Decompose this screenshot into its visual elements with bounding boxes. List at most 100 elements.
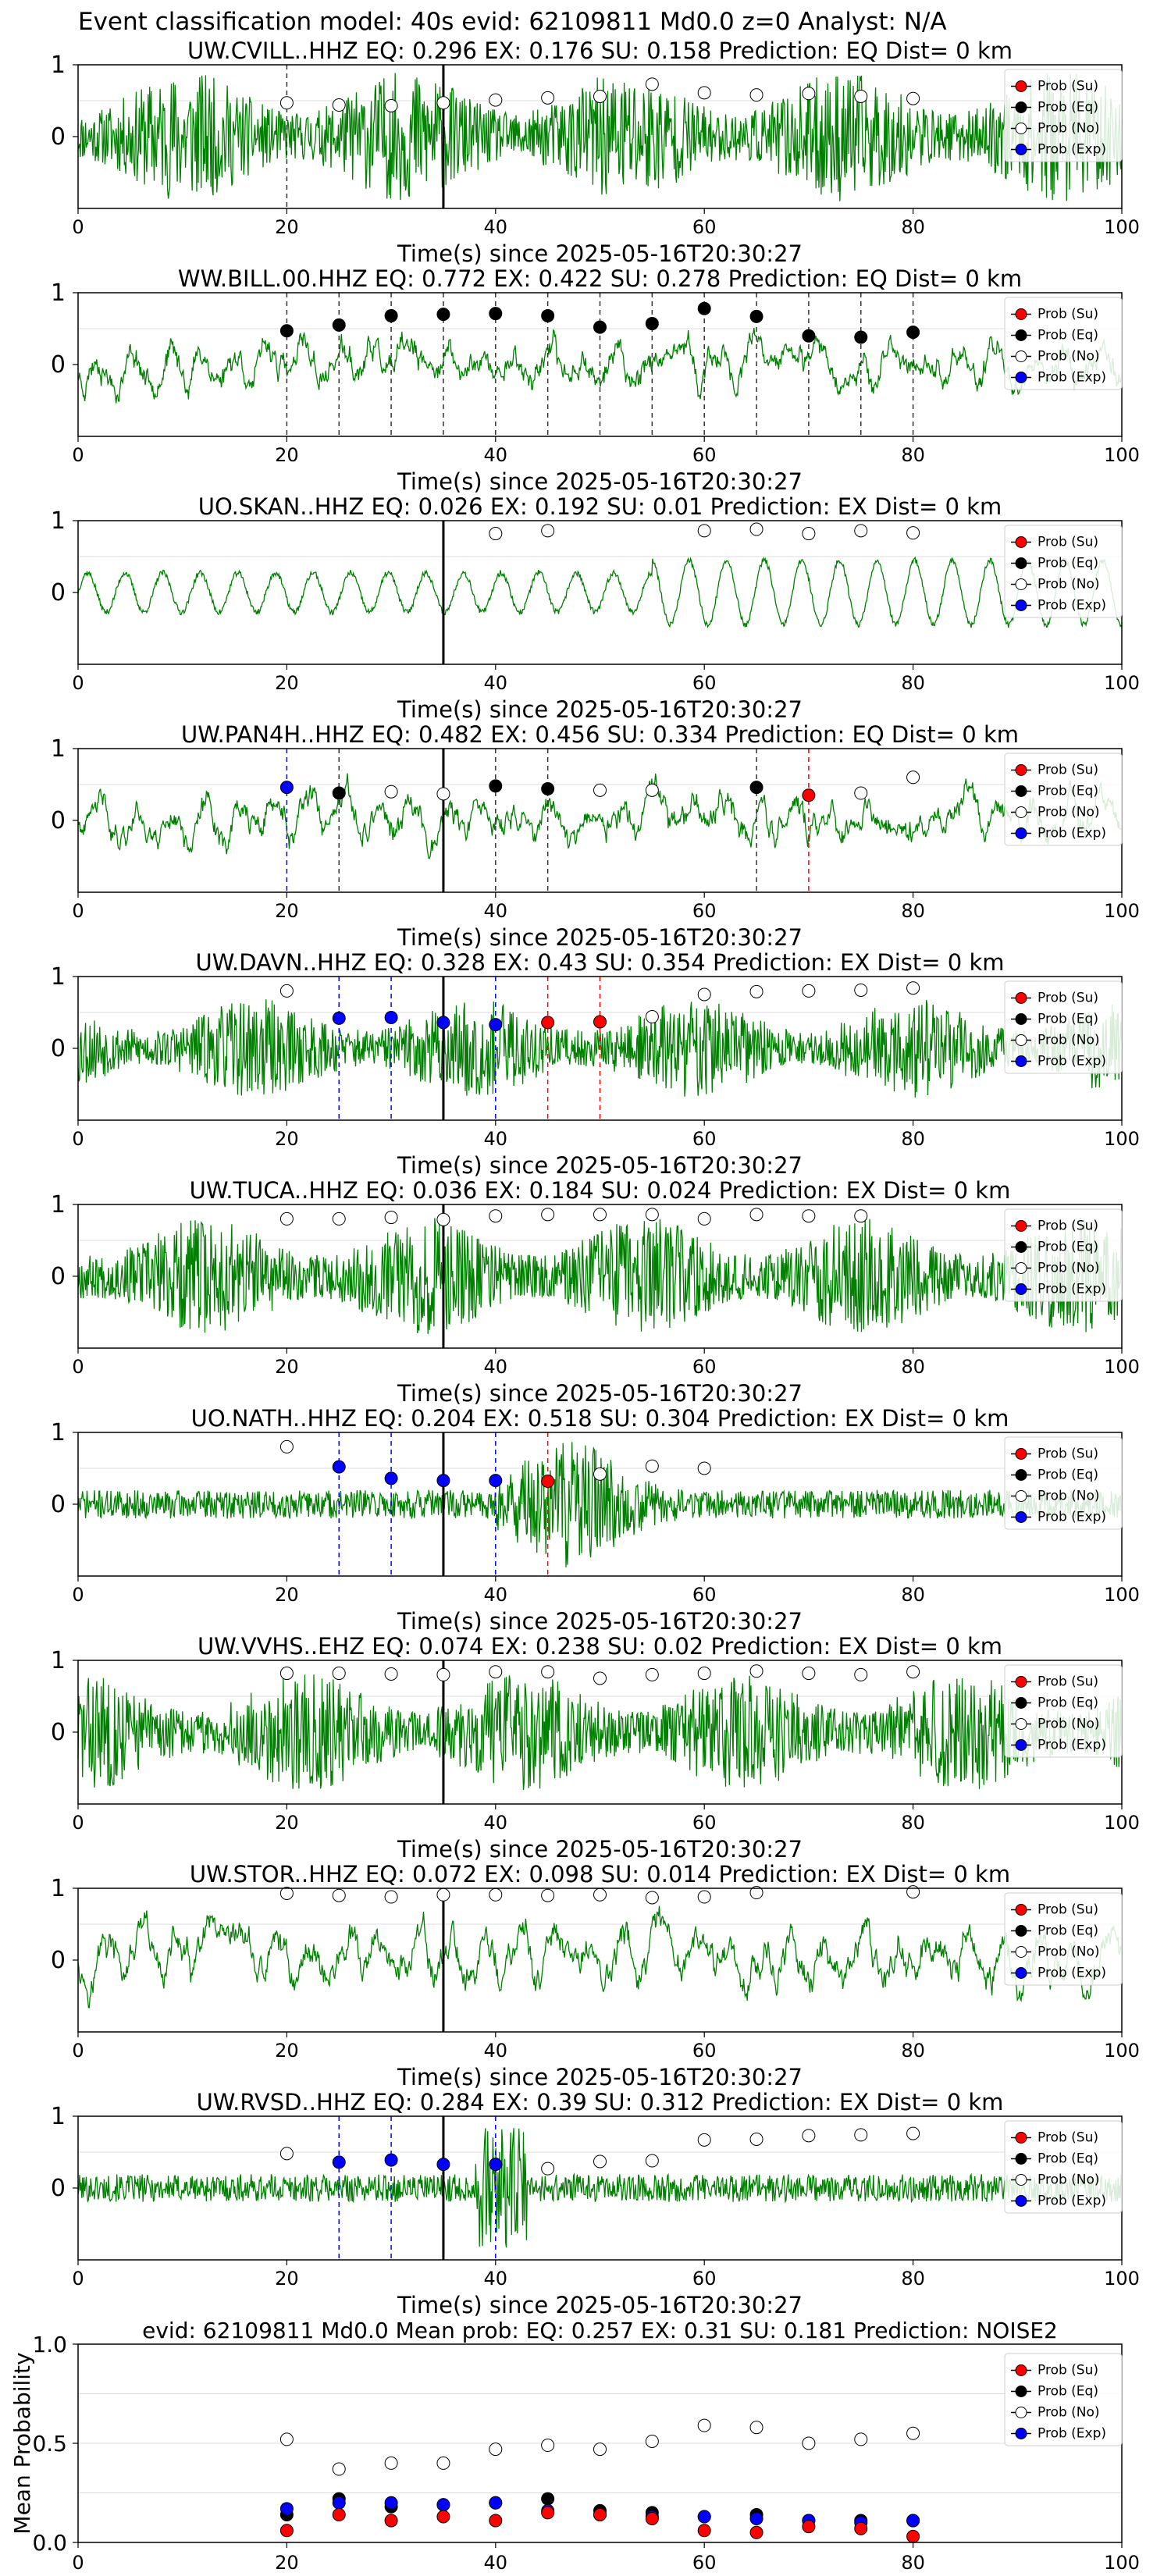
- legend-label: Prob (No): [1038, 2405, 1100, 2421]
- probability-point: [384, 2153, 398, 2167]
- station-panel: UW.CVILL..HHZ EQ: 0.296 EX: 0.176 SU: 0.…: [51, 37, 1140, 267]
- legend-marker: [1015, 2153, 1027, 2165]
- mean-point-exp: [906, 2514, 920, 2528]
- probability-point: [279, 1212, 294, 1226]
- legend-marker: [1015, 1904, 1027, 1916]
- probability-point: [854, 330, 868, 344]
- y-tick-label: 1: [51, 1191, 66, 1219]
- panel-title: UW.CVILL..HHZ EQ: 0.296 EX: 0.176 SU: 0.…: [187, 37, 1013, 64]
- x-tick-label: 100: [1104, 672, 1140, 694]
- legend-marker: [1015, 578, 1027, 590]
- probability-point: [854, 89, 868, 103]
- legend-label: Prob (Exp): [1038, 826, 1106, 841]
- legend-marker: [1015, 1034, 1027, 1046]
- mean-point-su: [384, 2514, 398, 2528]
- y-tick-label: 0.5: [32, 2431, 67, 2457]
- x-tick-label: 20: [275, 216, 299, 238]
- legend-label: Prob (Su): [1038, 307, 1098, 322]
- x-tick-label: 60: [692, 2552, 717, 2574]
- probability-point: [802, 984, 816, 998]
- probability-point: [436, 2158, 450, 2172]
- legend-marker: [1015, 557, 1027, 569]
- legend-label: Prob (Su): [1038, 1446, 1098, 1462]
- mean-point-no: [489, 2443, 503, 2457]
- y-tick-label: 1: [51, 1875, 66, 1902]
- waveform-trace: [77, 73, 1123, 201]
- legend-label: Prob (Eq): [1038, 1468, 1098, 1483]
- station-panel: UW.DAVN..HHZ EQ: 0.328 EX: 0.43 SU: 0.35…: [51, 949, 1140, 1179]
- probability-point: [489, 1888, 503, 1902]
- x-tick-label: 80: [901, 2268, 925, 2290]
- legend-label: Prob (Exp): [1038, 2426, 1106, 2442]
- x-tick-label: 80: [901, 1812, 925, 1834]
- probability-point: [279, 1667, 294, 1681]
- mean-point-no: [697, 2418, 711, 2432]
- legend-marker: [1015, 1511, 1027, 1523]
- probability-point: [906, 1885, 920, 1899]
- panel-title: UW.TUCA..HHZ EQ: 0.036 EX: 0.184 SU: 0.0…: [190, 1177, 1011, 1204]
- x-tick-label: 20: [275, 1584, 299, 1606]
- legend-label: Prob (No): [1038, 121, 1100, 137]
- x-tick-label: 100: [1104, 1584, 1140, 1606]
- x-tick-label: 40: [484, 1812, 508, 1834]
- station-panel: UO.NATH..HHZ EQ: 0.204 EX: 0.518 SU: 0.3…: [51, 1405, 1140, 1635]
- probability-point: [436, 787, 450, 801]
- mean-point-eq: [541, 2492, 555, 2506]
- probability-point: [279, 1439, 294, 1453]
- probability-point: [802, 788, 816, 802]
- probability-point: [332, 1011, 346, 1025]
- legend-label: Prob (No): [1038, 349, 1100, 365]
- x-tick-label: 40: [484, 1356, 508, 1378]
- x-tick-label: 40: [484, 216, 508, 238]
- waveform-trace: [77, 1442, 1123, 1567]
- station-panel: UO.SKAN..HHZ EQ: 0.026 EX: 0.192 SU: 0.0…: [51, 493, 1140, 723]
- x-tick-label: 20: [275, 1128, 299, 1150]
- legend-label: Prob (No): [1038, 577, 1100, 592]
- x-tick-label: 100: [1104, 444, 1140, 466]
- legend-marker: [1015, 1697, 1027, 1709]
- x-tick-label: 80: [901, 216, 925, 238]
- legend-label: Prob (Su): [1038, 1674, 1098, 1690]
- legend-label: Prob (Eq): [1038, 784, 1098, 799]
- legend-label: Prob (Exp): [1038, 1966, 1106, 1981]
- legend-box: [1004, 1892, 1123, 1986]
- probability-point: [645, 1891, 659, 1905]
- x-tick-label: 60: [692, 900, 717, 922]
- x-tick-label: 60: [692, 2268, 717, 2290]
- y-axis-label: Mean Probability: [9, 2352, 35, 2534]
- legend-marker: [1015, 101, 1027, 113]
- probability-point: [906, 1665, 920, 1679]
- probability-point: [906, 526, 920, 540]
- probability-point: [489, 1018, 503, 1032]
- waveform-trace: [77, 773, 1123, 859]
- x-tick-label: 40: [484, 672, 508, 694]
- probability-point: [645, 783, 659, 797]
- probability-point: [436, 1212, 450, 1226]
- probability-point: [593, 1671, 607, 1685]
- probability-point: [489, 2158, 503, 2172]
- legend-box: [1004, 1664, 1123, 1758]
- probability-point: [645, 1459, 659, 1473]
- probability-point: [279, 96, 294, 110]
- probability-point: [906, 770, 920, 785]
- probability-point: [489, 1474, 503, 1488]
- probability-point: [697, 301, 711, 315]
- probability-point: [384, 785, 398, 799]
- legend-marker: [1015, 2386, 1027, 2397]
- x-tick-label: 80: [901, 1356, 925, 1378]
- legend-label: Prob (Exp): [1038, 1282, 1106, 1297]
- legend-box: [1004, 980, 1123, 1074]
- x-tick-label: 100: [1104, 900, 1140, 922]
- legend-marker: [1015, 2195, 1027, 2207]
- x-tick-label: 40: [484, 1128, 508, 1150]
- x-tick-label: 100: [1104, 1356, 1140, 1378]
- x-tick-label: 20: [275, 2552, 299, 2574]
- panel-title: UW.DAVN..HHZ EQ: 0.328 EX: 0.43 SU: 0.35…: [195, 949, 1004, 976]
- legend-label: Prob (Eq): [1038, 556, 1098, 571]
- probability-point: [854, 1667, 868, 1681]
- probability-point: [645, 1208, 659, 1222]
- probability-point: [279, 781, 294, 795]
- legend-marker: [1015, 1967, 1027, 1979]
- x-tick-label: 0: [72, 444, 84, 466]
- probability-point: [593, 320, 607, 334]
